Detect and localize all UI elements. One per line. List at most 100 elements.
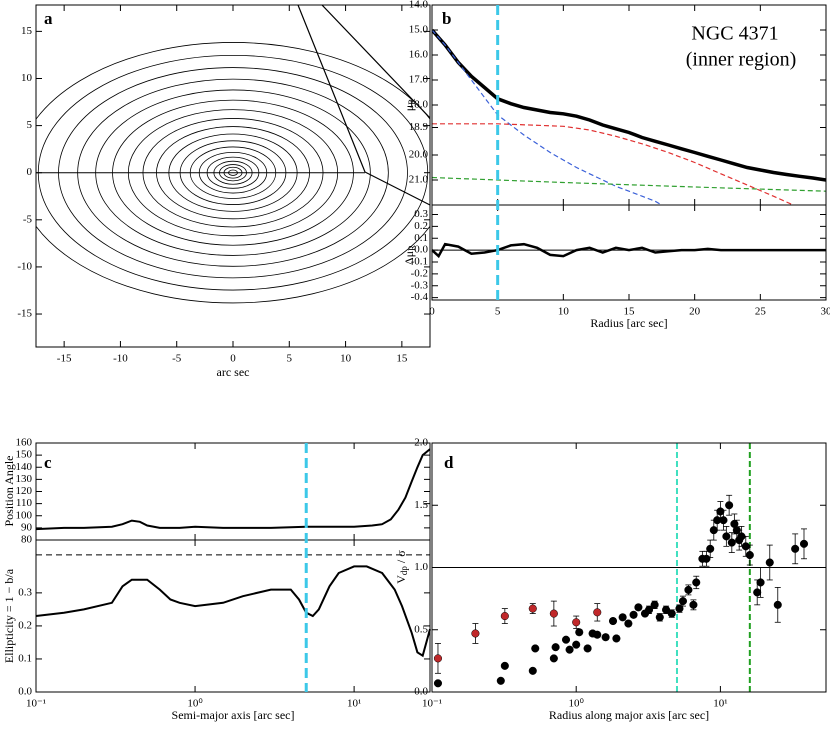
data-point (471, 629, 480, 638)
y-tick-label: 15.0 (409, 24, 429, 36)
y-tick-label: 160 (16, 437, 33, 449)
x-tick-label: 15 (624, 306, 636, 318)
data-point (549, 654, 558, 663)
plot-frame (35, 539, 431, 693)
data-point (500, 661, 509, 670)
data-point (601, 633, 610, 642)
position-angle-line (35, 448, 431, 531)
data-point (528, 604, 537, 613)
x-tick-label: 25 (755, 306, 767, 318)
annotation: (inner region) (686, 49, 797, 71)
data-point (741, 542, 750, 551)
data-point (612, 634, 621, 643)
y-axis-label-part: R (407, 245, 417, 251)
y-tick-label: 0.2 (414, 220, 428, 232)
x-tick-label: 10 (558, 306, 570, 318)
data-point (624, 619, 633, 628)
panel-label: c (44, 453, 52, 472)
isophote-contour (36, 42, 430, 304)
y-tick-label: 10 (21, 72, 33, 84)
x-axis-label: Radius [arc sec] (590, 316, 667, 330)
y-tick-label: 0.5 (414, 623, 428, 635)
data-point (765, 558, 774, 567)
y-tick-label: 80 (21, 534, 33, 546)
data-point (678, 597, 688, 606)
data-point (561, 635, 571, 644)
x-axis-label: Radius along major axis [arc sec] (549, 708, 709, 722)
data-point (565, 645, 574, 654)
y-tick-label: -0.2 (411, 267, 428, 279)
y-tick-label: 0.0 (18, 686, 32, 698)
y-tick-label: 90 (21, 521, 33, 533)
annotation: NGC 4371 (691, 23, 778, 45)
y-axis-label-part: dp (399, 566, 409, 576)
data-point (551, 643, 560, 652)
y-axis-label: Position Angle (2, 455, 16, 526)
data-point (531, 644, 540, 653)
x-tick-label: 15 (396, 353, 408, 365)
y-axis-label-part: Position Angle (2, 455, 16, 526)
x-axis-label: Semi-major axis [arc sec] (172, 708, 295, 722)
y-tick-label: 0.1 (18, 652, 32, 664)
y-tick-label: 130 (16, 473, 33, 485)
data-point (629, 610, 638, 619)
x-tick-label: 10⁰ (187, 698, 203, 710)
y-tick-label: 16.0 (409, 49, 429, 61)
data-point (644, 605, 654, 614)
data-point (702, 554, 711, 563)
y-tick-label: 0 (27, 166, 33, 178)
profile-line (432, 29, 663, 205)
data-point (433, 679, 443, 688)
x-tick-label: 10⁻¹ (26, 698, 46, 710)
data-point (667, 609, 676, 618)
y-axis-label-part: R (407, 99, 417, 105)
y-tick-label: 0.0 (414, 244, 428, 256)
data-point (684, 585, 693, 594)
y-tick-label: 2.0 (414, 437, 428, 449)
data-point (799, 539, 809, 548)
x-tick-label: 0 (429, 306, 435, 318)
data-point (608, 616, 618, 626)
panel-label: d (444, 453, 454, 472)
y-tick-label: 150 (16, 449, 33, 461)
data-point (756, 578, 765, 587)
data-point (528, 666, 537, 675)
profile-line (432, 123, 794, 205)
y-tick-label: -0.4 (411, 291, 429, 303)
data-point (675, 604, 684, 613)
y-tick-label: -0.3 (411, 279, 429, 291)
x-tick-label: -10 (113, 353, 128, 365)
y-tick-label: 5 (27, 119, 33, 131)
data-point (773, 600, 782, 609)
data-point (727, 538, 736, 547)
profile-line (432, 176, 826, 192)
x-tick-label: 5 (495, 306, 501, 318)
data-point (433, 654, 443, 663)
y-tick-label: 14.0 (409, 0, 429, 11)
y-tick-label: -10 (17, 260, 32, 272)
y-tick-label: 110 (16, 497, 33, 509)
residual-line (431, 242, 826, 259)
y-tick-label: 0.2 (18, 619, 32, 631)
y-axis-label-part: V (394, 575, 408, 584)
x-tick-label: 0 (230, 353, 236, 365)
y-tick-label: 1.5 (414, 499, 428, 511)
y-tick-label: 21.0 (409, 174, 429, 186)
y-axis-label: Vdp / σ (394, 550, 409, 584)
y-tick-label: 120 (16, 485, 33, 497)
data-point (572, 640, 581, 649)
data-point (753, 588, 762, 597)
y-axis-label-part: Ellipticity = 1 − b/a (2, 568, 16, 663)
y-tick-label: -5 (23, 213, 33, 225)
x-tick-label: 20 (689, 306, 701, 318)
y-axis-label-part: / σ (394, 550, 408, 566)
x-tick-label: 30 (821, 306, 830, 318)
data-point (722, 532, 731, 541)
data-point (618, 613, 627, 622)
y-axis-label-part: μ (402, 105, 416, 111)
y-axis-label-part: Δμ (402, 251, 416, 265)
y-tick-label: -0.1 (411, 256, 428, 268)
y-axis-label: Ellipticity = 1 − b/a (2, 568, 16, 663)
y-axis-label: μR (402, 99, 417, 111)
